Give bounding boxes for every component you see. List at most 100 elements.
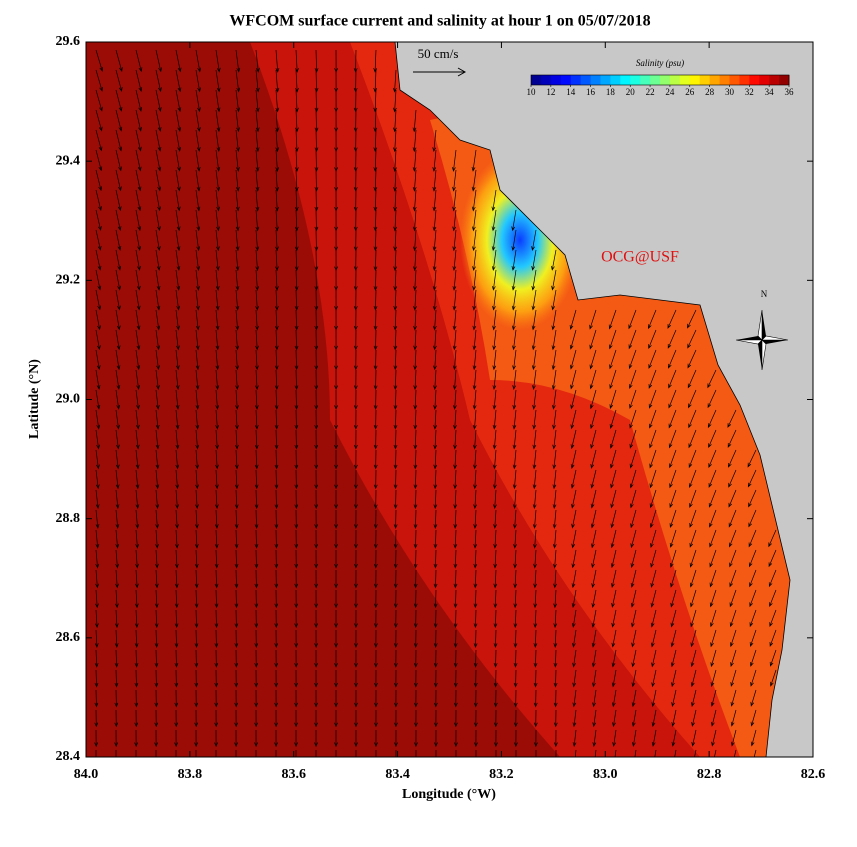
current-arrow [709,549,717,568]
current-arrow [135,409,140,430]
colorbar-tick-label: 34 [765,87,775,97]
current-arrow [492,469,497,490]
current-arrow [215,89,221,113]
current-arrow [294,729,298,748]
current-arrow [115,229,122,251]
current-arrow [413,289,417,311]
current-arrow [493,649,498,668]
current-arrow [750,649,757,667]
current-arrow [215,229,220,252]
current-arrow [155,369,160,390]
current-arrow [611,589,617,608]
current-arrow [314,709,318,728]
current-arrow [473,609,478,629]
current-arrow [694,749,697,757]
current-arrow [275,49,280,73]
current-arrow [175,529,179,549]
current-arrow [689,569,697,588]
current-arrow [114,729,119,748]
current-arrow [532,409,537,430]
colorbar-tick-label: 16 [586,87,596,97]
current-arrow [354,629,358,648]
current-arrow [374,689,378,708]
current-arrow [274,629,279,648]
current-arrow [235,169,240,192]
current-arrow [690,589,697,608]
current-arrow [553,689,558,708]
current-arrow [174,609,179,629]
current-arrow [274,429,279,450]
current-arrow [551,369,557,390]
current-arrow [452,169,457,192]
current-arrow [155,269,161,291]
current-arrow [314,89,319,113]
x-tick-label: 83.2 [489,767,514,782]
current-arrow [314,729,318,748]
current-arrow [155,749,157,757]
current-arrow [255,49,260,73]
current-arrow [215,309,220,331]
current-arrow [255,369,259,391]
current-arrow [114,649,119,668]
current-arrow [513,589,518,609]
current-arrow [174,629,179,648]
current-arrow [730,669,737,687]
current-arrow [374,709,378,728]
current-arrow [531,349,537,371]
current-arrow [115,389,121,410]
current-arrow [275,169,280,192]
current-arrow [94,689,99,708]
current-arrow [294,549,299,569]
current-arrow [373,169,378,192]
current-arrow [294,269,299,291]
north-label: N [761,289,768,299]
current-arrow [533,609,538,629]
current-arrow [730,649,737,667]
current-arrow [254,689,259,708]
current-arrow [709,529,717,548]
current-arrow [135,469,140,490]
colorbar-cell [759,75,770,85]
current-arrow [314,589,318,609]
current-arrow [235,149,240,172]
current-arrow [373,189,378,212]
current-arrow [195,329,200,351]
current-arrow [235,389,239,410]
current-arrow [412,129,417,153]
current-arrow [687,329,697,349]
current-arrow [214,529,219,549]
current-arrow [274,409,279,430]
current-arrow [214,589,219,609]
current-arrow [175,189,181,212]
current-arrow [194,649,199,668]
current-vectors [94,49,777,757]
current-arrow [729,569,737,588]
current-arrow [711,709,717,727]
current-arrow [472,369,477,391]
current-arrow [733,749,737,757]
current-arrow [453,649,458,668]
current-arrow [294,289,299,311]
x-tick-label: 83.6 [281,767,306,782]
current-arrow [750,709,757,727]
current-arrow [629,369,637,390]
current-arrow [493,669,498,688]
current-arrow [115,349,121,371]
current-arrow [572,689,577,708]
current-arrow [215,329,220,351]
current-arrow [729,609,737,628]
current-arrow [134,649,139,668]
current-arrow [553,649,558,668]
current-arrow [731,729,737,747]
current-arrow [314,369,319,391]
current-arrow [155,309,161,331]
current-arrow [688,389,697,409]
current-arrow [592,729,597,747]
current-arrow [473,509,478,529]
current-arrow [710,609,717,628]
current-arrow [155,389,160,410]
current-arrow [453,669,458,688]
current-arrow [155,149,162,172]
current-arrow [393,529,398,549]
current-arrow [334,469,338,490]
